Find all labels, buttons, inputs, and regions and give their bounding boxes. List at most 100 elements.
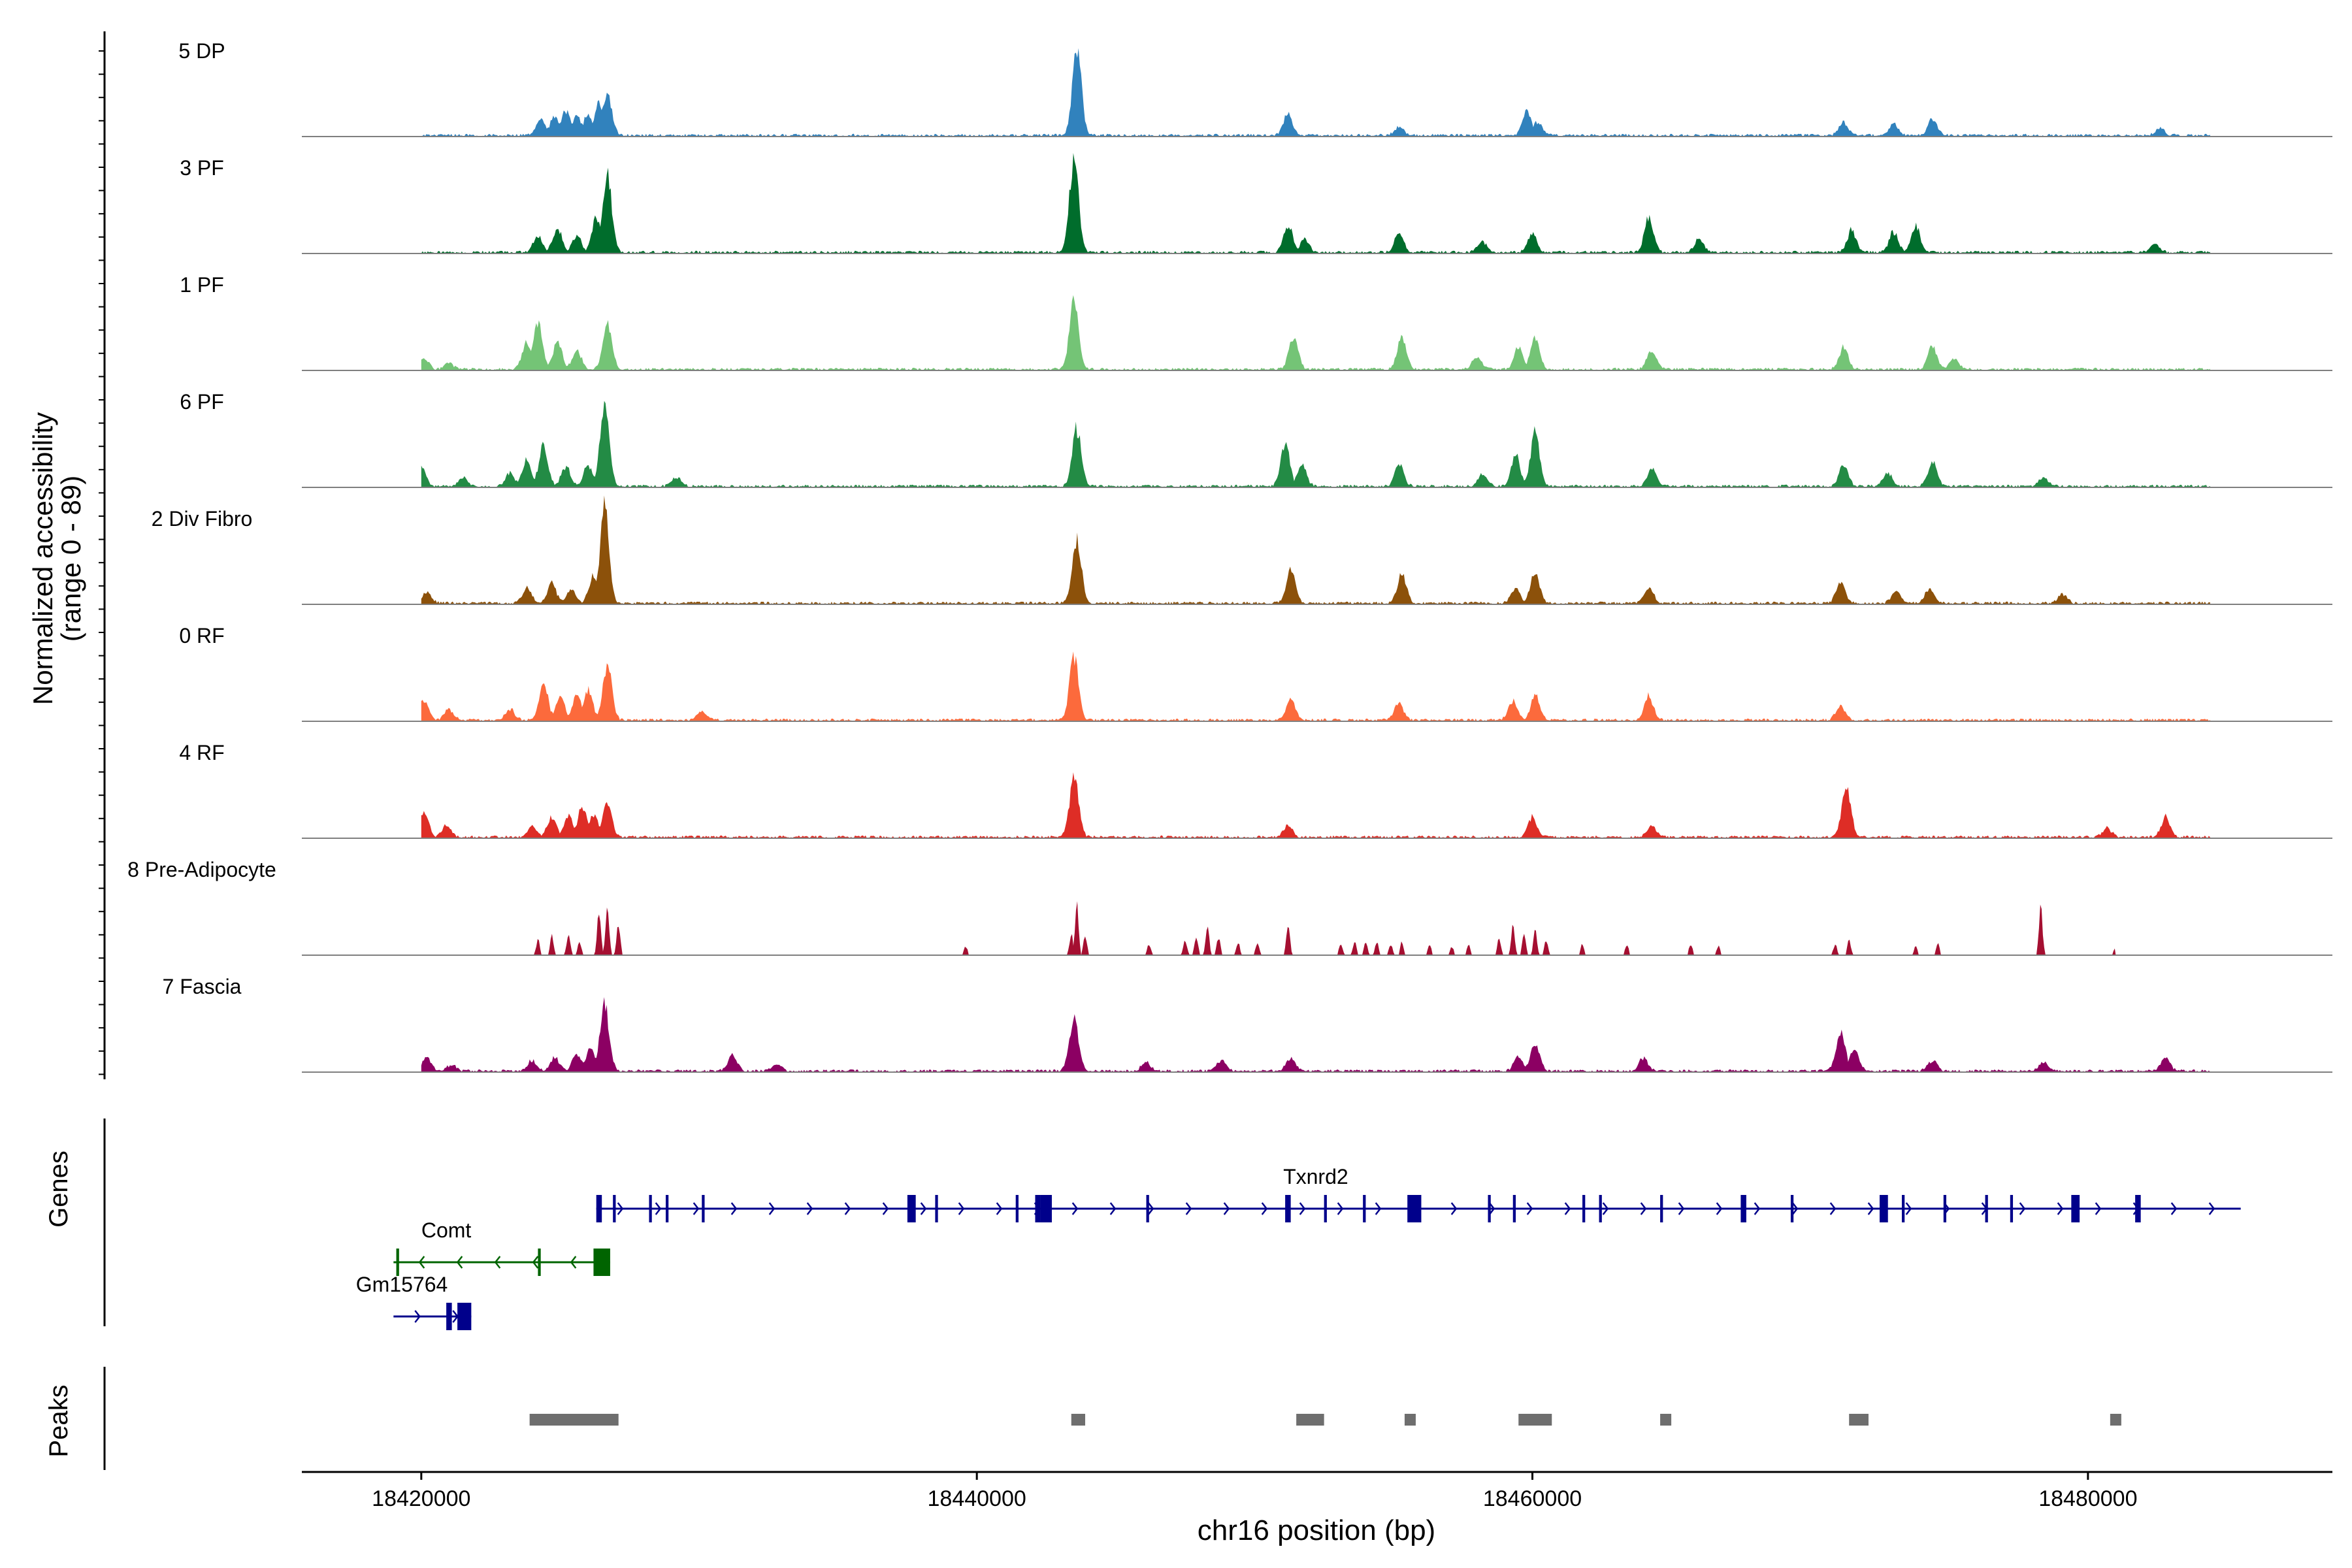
strand-chevron — [1867, 1202, 1874, 1215]
strand-chevron — [414, 1310, 421, 1323]
coverage-area — [421, 651, 2210, 721]
coverage-area — [421, 400, 2210, 487]
strand-chevron — [1678, 1202, 1685, 1215]
strand-chevron — [2095, 1202, 2102, 1215]
gene-comt: Comt — [393, 1218, 610, 1276]
coverage-tracks: 5 DP 3 PF 1 PF 6 PF 2 Div Fibro 0 RF 4 RF 8 Pre… — [127, 39, 2332, 1073]
exon — [1512, 1195, 1516, 1222]
track-label: 4 RF — [179, 741, 224, 764]
strand-chevron — [532, 1256, 539, 1269]
strand-chevron — [1488, 1202, 1495, 1215]
strand-chevron — [2170, 1202, 2178, 1215]
track-1-pf: 1 PF — [180, 273, 2332, 371]
exon — [1285, 1195, 1291, 1222]
exon — [538, 1249, 541, 1276]
x-tick-label: 18440000 — [928, 1486, 1026, 1511]
exon — [1985, 1195, 1988, 1222]
exon — [1035, 1195, 1041, 1222]
exon — [702, 1195, 705, 1222]
strand-chevron — [1147, 1202, 1154, 1215]
strand-chevron — [768, 1202, 776, 1215]
strand-chevron — [1754, 1202, 1761, 1215]
strand-chevron — [617, 1202, 624, 1215]
exon — [1363, 1195, 1366, 1222]
strand-chevron — [1526, 1202, 1533, 1215]
peaks-track-label: Peaks — [44, 1384, 73, 1457]
exon — [1879, 1195, 1888, 1222]
strand-chevron — [1564, 1202, 1571, 1215]
strand-chevron — [494, 1256, 501, 1269]
track-label: 6 PF — [180, 390, 224, 414]
gene-gm15764: Gm15764 — [356, 1273, 472, 1330]
strand-chevron — [418, 1256, 425, 1269]
exon — [1599, 1195, 1602, 1222]
gene-label: Gm15764 — [356, 1273, 448, 1296]
strand-chevron — [655, 1202, 662, 1215]
strand-chevron — [1791, 1202, 1799, 1215]
exon — [593, 1249, 610, 1276]
track-label: 8 Pre-Adipocyte — [127, 858, 276, 881]
exon — [1040, 1195, 1052, 1222]
strand-chevron — [1602, 1202, 1609, 1215]
exon — [935, 1195, 938, 1222]
coverage-area — [421, 295, 2210, 370]
x-axis: 18420000 18440000 18460000 18480000 — [302, 1471, 2332, 1511]
peaks-track — [529, 1414, 2121, 1426]
exon — [1943, 1195, 1947, 1222]
strand-chevron — [570, 1256, 577, 1269]
x-axis-title: chr16 position (bp) — [1198, 1514, 1435, 1546]
exon — [1324, 1195, 1327, 1222]
strand-chevron — [1109, 1202, 1117, 1215]
exon — [396, 1249, 399, 1276]
coverage-area — [421, 153, 2210, 253]
strand-chevron — [2208, 1202, 2215, 1215]
exon — [907, 1195, 916, 1222]
gene-label: Comt — [421, 1218, 472, 1242]
track-0-rf: 0 RF — [179, 624, 2332, 722]
genes-track-label: Genes — [44, 1151, 73, 1228]
track-6-pf: 6 PF — [180, 390, 2332, 488]
exon — [1660, 1195, 1663, 1222]
exon — [1790, 1195, 1794, 1222]
coverage-area — [421, 495, 2210, 604]
strand-chevron — [1261, 1202, 1268, 1215]
track-8-pre-adipocyte: 8 Pre-Adipocyte — [127, 858, 2332, 956]
peak-region — [1404, 1414, 1416, 1426]
strand-chevron — [2019, 1202, 2026, 1215]
strand-chevron — [1905, 1202, 1912, 1215]
track-label: 1 PF — [180, 273, 224, 297]
strand-chevron — [1223, 1202, 1230, 1215]
exon — [1740, 1195, 1746, 1222]
coverage-area — [421, 48, 2210, 137]
peak-region — [1849, 1414, 1869, 1426]
track-2-div-fibro: 2 Div Fibro — [152, 495, 2332, 605]
strand-chevron — [1829, 1202, 1837, 1215]
y-axis-range-note: (range 0 - 89) — [56, 476, 86, 642]
track-4-rf: 4 RF — [179, 741, 2332, 839]
exon — [1901, 1195, 1905, 1222]
exon — [2135, 1195, 2141, 1222]
exon — [446, 1303, 452, 1330]
x-tick-label: 18480000 — [2038, 1486, 2137, 1511]
peak-region — [1660, 1414, 1672, 1426]
x-tick-label: 18460000 — [1483, 1486, 1582, 1511]
gene-txnrd2: Txnrd2 — [596, 1165, 2241, 1222]
strand-chevron — [2057, 1202, 2064, 1215]
exon — [2010, 1195, 2014, 1222]
track-label: 2 Div Fibro — [152, 507, 253, 531]
coverage-area — [421, 772, 2210, 838]
exon — [1146, 1195, 1149, 1222]
strand-chevron — [882, 1202, 889, 1215]
strand-chevron — [806, 1202, 813, 1215]
strand-chevron — [1337, 1202, 1344, 1215]
track-label: 7 Fascia — [163, 975, 242, 998]
exon — [1015, 1195, 1019, 1222]
exon — [1488, 1195, 1491, 1222]
coverage-area — [532, 901, 2116, 955]
track-label: 3 PF — [180, 156, 224, 180]
genes-track: Txnrd2 Comt Gm15764 — [356, 1165, 2241, 1330]
strand-chevron — [456, 1256, 463, 1269]
coverage-area — [421, 997, 2210, 1072]
exon — [1582, 1195, 1586, 1222]
